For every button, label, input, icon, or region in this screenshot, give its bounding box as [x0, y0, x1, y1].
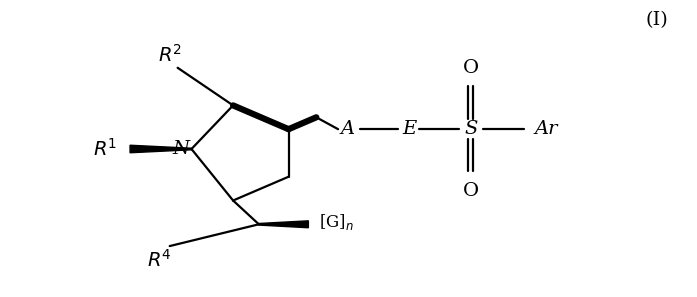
Text: Ar: Ar: [535, 120, 558, 138]
Text: S: S: [464, 120, 477, 138]
Text: $R^4$: $R^4$: [148, 249, 172, 271]
Text: N: N: [172, 140, 189, 158]
Text: $R^1$: $R^1$: [93, 138, 117, 160]
Polygon shape: [259, 221, 308, 228]
Text: O: O: [463, 181, 479, 200]
Text: [G]$_n$: [G]$_n$: [319, 212, 353, 232]
Text: A: A: [341, 120, 355, 138]
Text: $R^2$: $R^2$: [158, 44, 182, 66]
Text: E: E: [402, 120, 417, 138]
Text: (I): (I): [645, 11, 668, 29]
Text: O: O: [463, 59, 479, 77]
Polygon shape: [130, 145, 192, 153]
